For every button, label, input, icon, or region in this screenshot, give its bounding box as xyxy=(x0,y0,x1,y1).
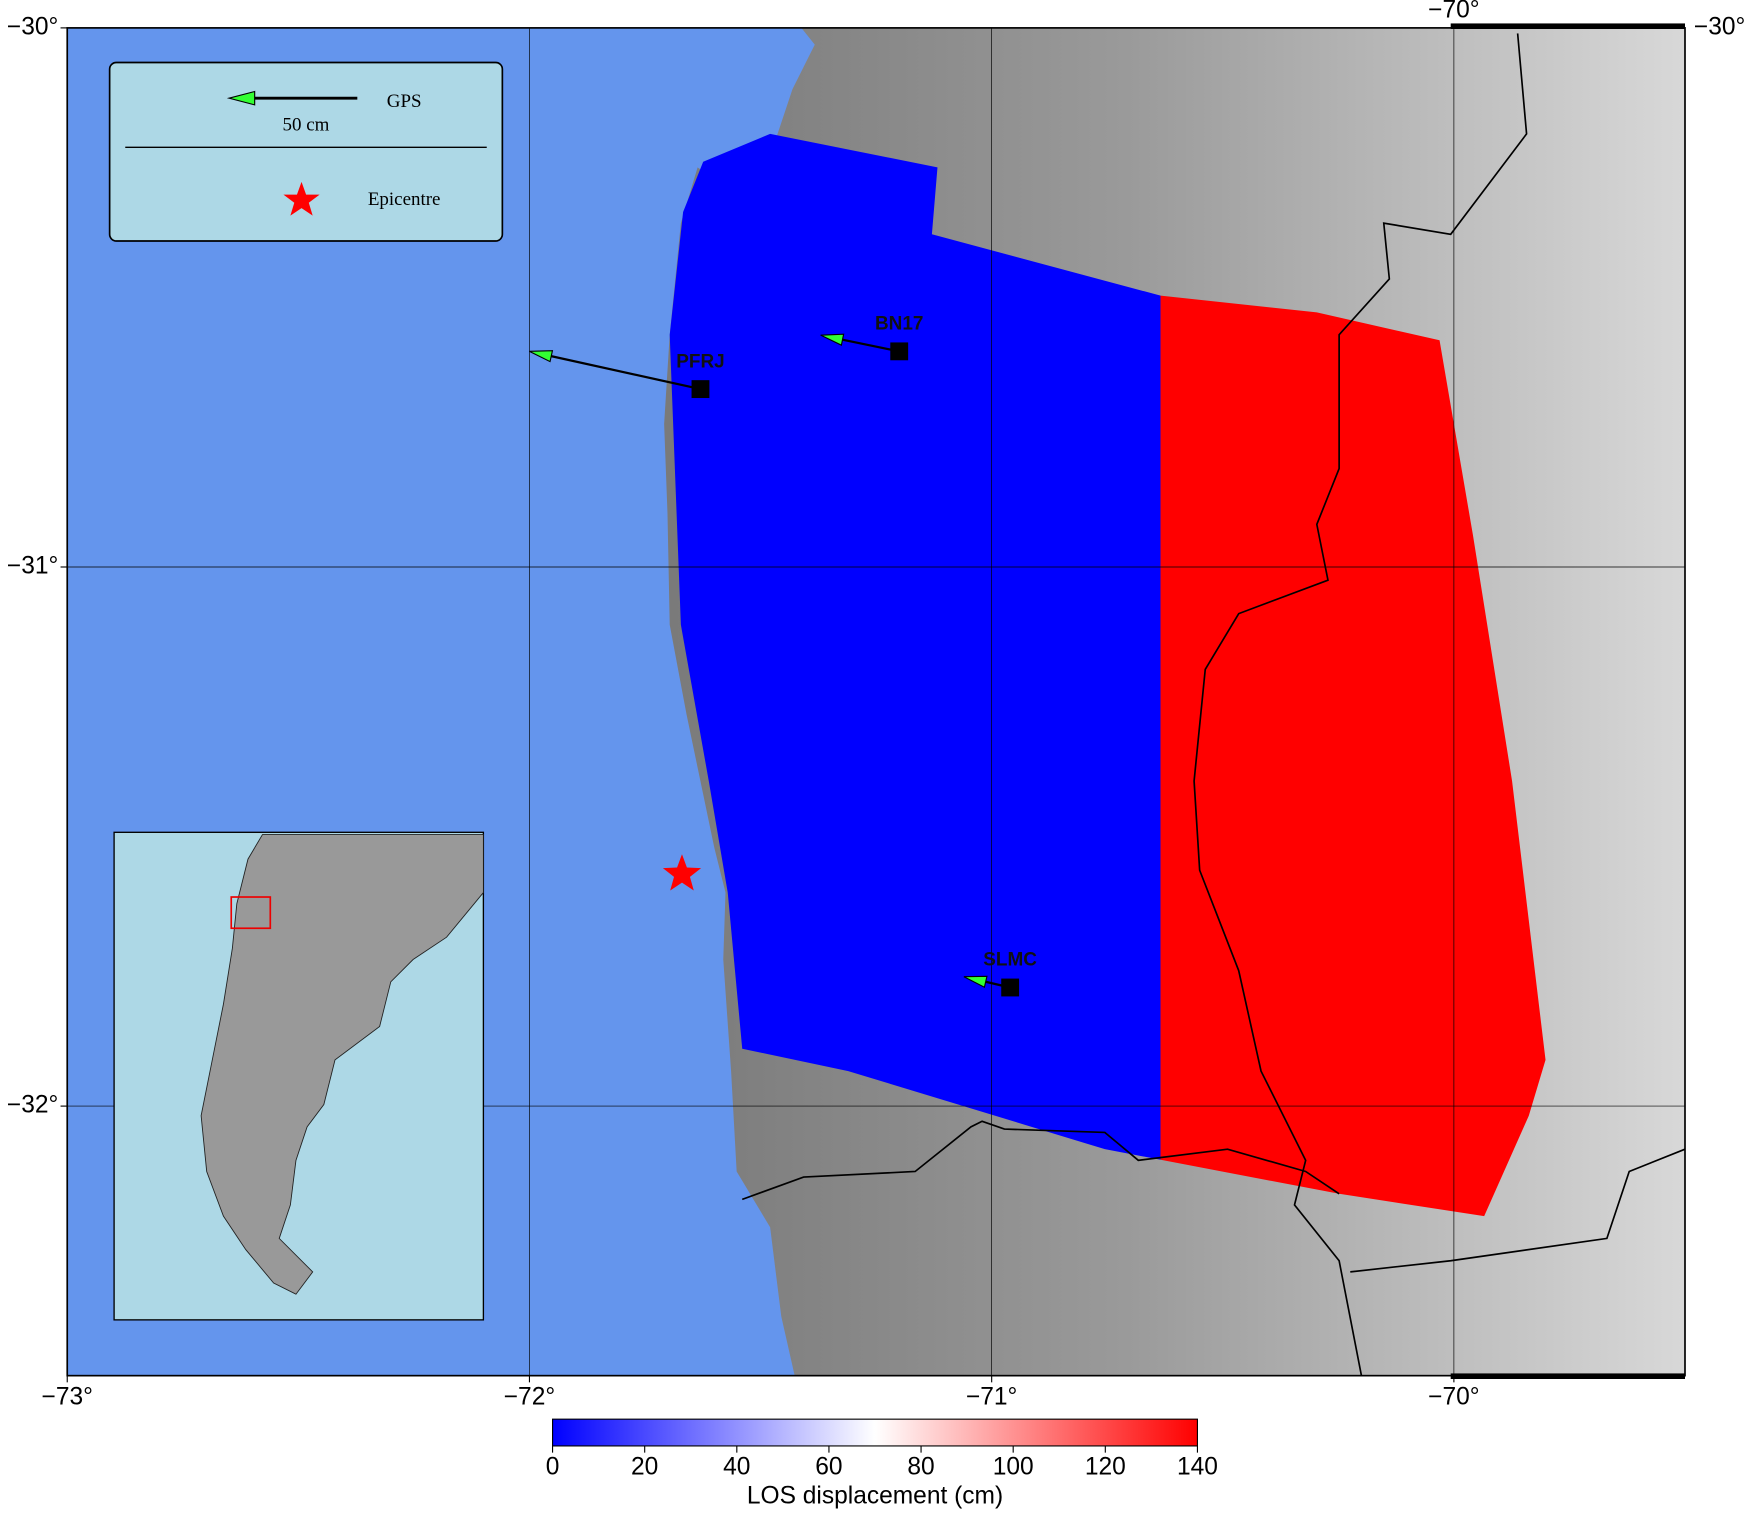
colorbar-tick-label: 60 xyxy=(815,1454,842,1481)
y-tick-label-right: −30° xyxy=(1694,13,1745,40)
legend-star xyxy=(283,181,320,216)
colorbar-tick-label: 100 xyxy=(993,1454,1034,1481)
frame-bar xyxy=(1450,23,1685,30)
gps-vector-head xyxy=(529,350,554,363)
legend: GPS 50 cm Epicentre xyxy=(108,61,504,242)
inset-land xyxy=(200,834,484,1295)
colorbar-tick-label: 40 xyxy=(723,1454,750,1481)
gps-vector-head xyxy=(820,333,845,346)
insar-swath xyxy=(669,133,1546,1217)
x-tick-label: −73° xyxy=(42,1383,93,1410)
station-label: BN17 xyxy=(875,314,923,335)
y-tick-label: −32° xyxy=(7,1092,58,1119)
x-tick-label-top: −70° xyxy=(1428,0,1479,24)
colorbar-ramp xyxy=(552,1418,1198,1447)
station xyxy=(691,380,710,399)
x-tick-label: −70° xyxy=(1428,1383,1479,1410)
colorbar-tick-label: 140 xyxy=(1177,1454,1218,1481)
legend-epicentre: Epicentre xyxy=(368,189,441,210)
map-frame xyxy=(66,27,1686,1377)
inset-map xyxy=(113,831,485,1321)
map-area xyxy=(67,27,1685,1376)
colorbar: LOS displacement (cm) 0 20 40 60 80 100 120 140 xyxy=(546,1418,1218,1510)
station xyxy=(890,342,909,361)
colorbar-tick-label: 120 xyxy=(1085,1454,1126,1481)
station-label: PFRJ xyxy=(676,351,724,372)
legend-arrow-head xyxy=(226,90,256,106)
epicentre xyxy=(662,854,702,891)
x-tick-label: −72° xyxy=(504,1383,555,1410)
y-tick-label: −30° xyxy=(7,13,58,40)
x-tick-label: −71° xyxy=(966,1383,1017,1410)
station xyxy=(1001,978,1020,997)
legend-scale: 50 cm xyxy=(283,114,330,135)
legend-gps: GPS xyxy=(387,91,422,112)
frame-bar xyxy=(1450,1373,1685,1380)
borders xyxy=(741,33,1685,1376)
colorbar-tick-label: 80 xyxy=(907,1454,934,1481)
colorbar-tick-label: 0 xyxy=(546,1454,560,1481)
gps-vector xyxy=(540,352,701,391)
inset-study-area xyxy=(230,896,272,930)
station-label: SLMC xyxy=(983,950,1037,971)
gps-vector-head xyxy=(963,975,988,989)
colorbar-label: LOS displacement (cm) xyxy=(747,1483,1003,1510)
legend-box xyxy=(108,61,504,242)
y-tick-label: −31° xyxy=(7,552,58,579)
colorbar-tick-label: 20 xyxy=(631,1454,658,1481)
